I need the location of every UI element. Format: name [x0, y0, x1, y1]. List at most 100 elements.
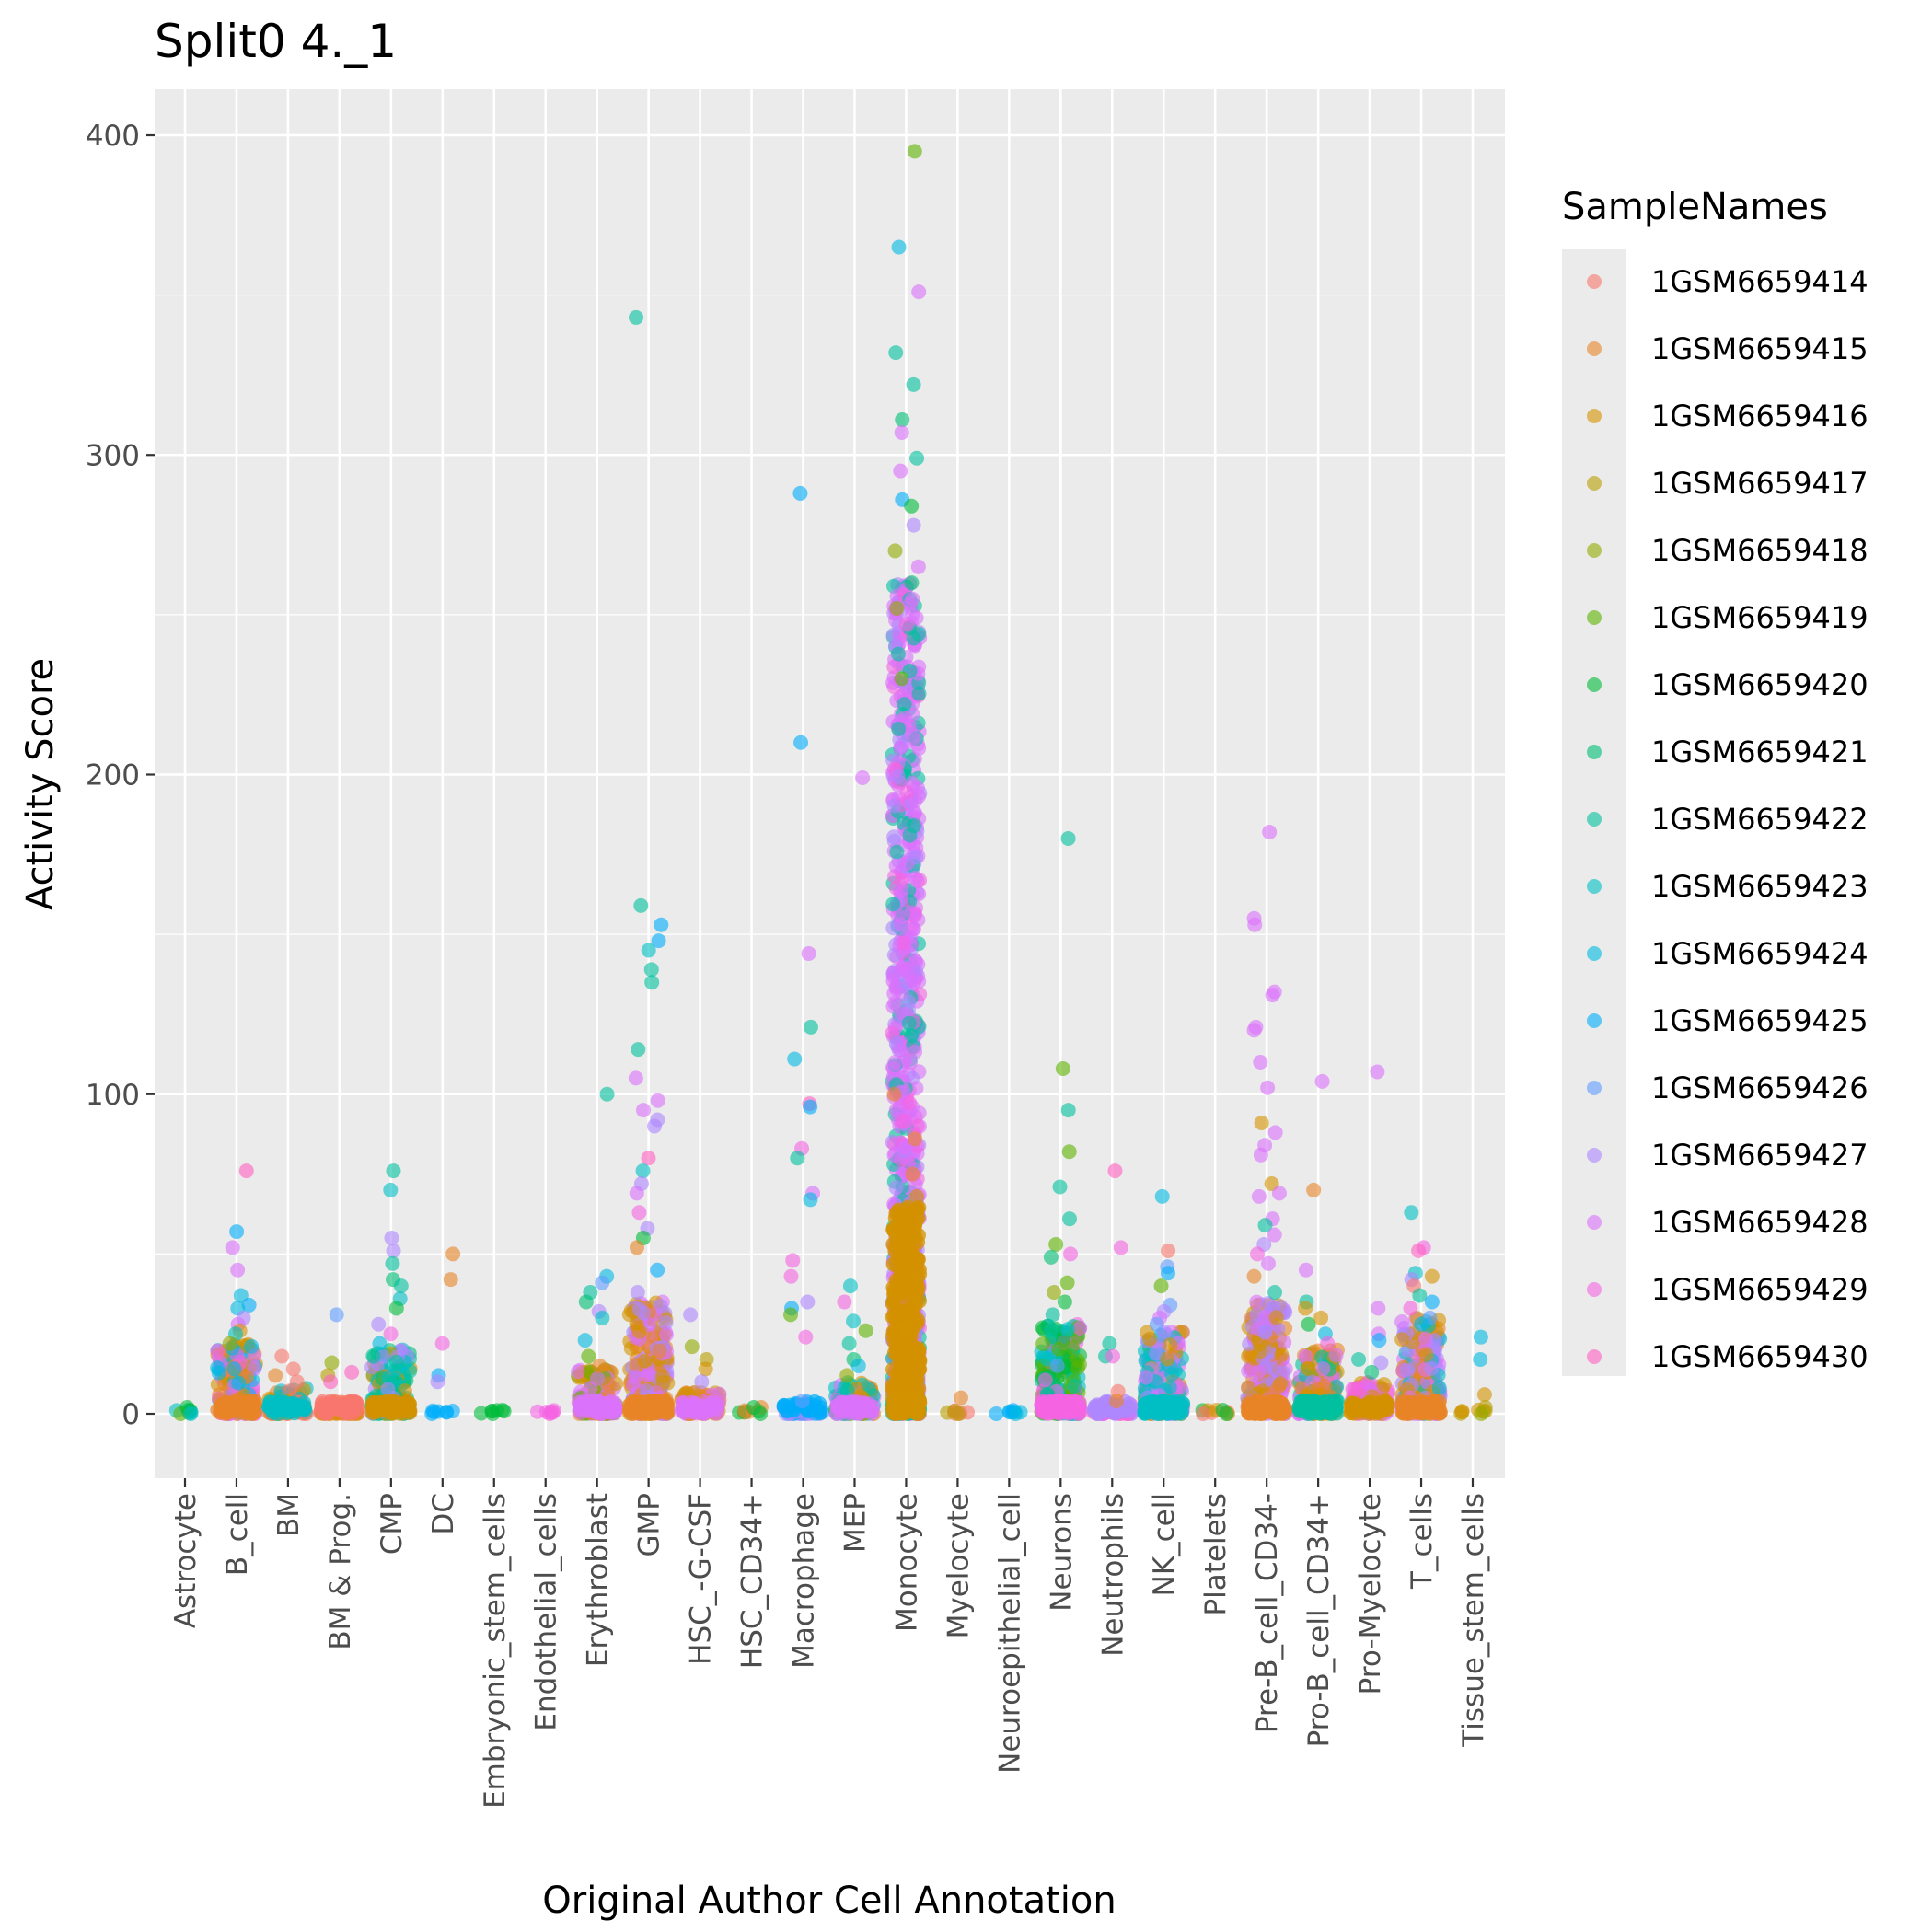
data-point — [1307, 1401, 1323, 1417]
data-point — [372, 1336, 388, 1351]
data-point — [885, 897, 901, 912]
data-point — [430, 1374, 445, 1390]
data-point — [911, 284, 927, 300]
data-point — [953, 1390, 968, 1406]
data-point — [1154, 1188, 1170, 1204]
data-point — [886, 798, 902, 814]
data-point — [218, 1406, 234, 1421]
data-point — [344, 1364, 360, 1380]
data-point — [633, 897, 649, 913]
data-point — [630, 1285, 645, 1301]
data-point — [1008, 1406, 1024, 1421]
data-point — [1060, 830, 1076, 846]
data-point — [1105, 1348, 1121, 1364]
data-point — [244, 1406, 260, 1421]
data-point — [899, 965, 915, 980]
data-point — [837, 1294, 852, 1310]
plot-panel — [155, 89, 1505, 1478]
data-point — [383, 1326, 399, 1342]
data-point — [886, 1086, 902, 1102]
data-point — [1087, 1398, 1103, 1414]
data-point — [1037, 1372, 1053, 1388]
data-point — [894, 1114, 909, 1129]
data-point — [573, 1396, 589, 1412]
data-point — [238, 1163, 254, 1179]
data-point — [1454, 1404, 1470, 1419]
data-point — [222, 1336, 237, 1351]
data-point — [803, 1019, 818, 1035]
data-point — [274, 1348, 290, 1364]
data-point — [1380, 1395, 1395, 1411]
data-point — [637, 1353, 653, 1369]
data-point — [1241, 1380, 1256, 1395]
data-point — [1043, 1249, 1059, 1265]
data-point — [839, 1368, 855, 1383]
data-point — [1257, 1324, 1273, 1339]
data-point — [231, 1375, 247, 1391]
data-point — [530, 1404, 546, 1419]
data-point — [1253, 1344, 1268, 1359]
grid-minor — [155, 295, 1505, 1255]
data-point — [909, 450, 925, 466]
data-point — [1161, 1243, 1176, 1258]
data-point — [793, 735, 809, 750]
data-point — [384, 1231, 399, 1246]
data-point — [631, 1042, 646, 1058]
data-point — [846, 1313, 862, 1329]
data-point — [1044, 1322, 1059, 1337]
data-point — [443, 1272, 458, 1288]
data-point — [1294, 1394, 1310, 1409]
data-point — [909, 1383, 925, 1399]
data-point — [906, 517, 921, 533]
data-point — [894, 424, 909, 440]
data-point — [889, 1385, 905, 1401]
data-point — [1048, 1236, 1064, 1252]
data-point — [908, 1314, 923, 1330]
data-point — [402, 1405, 418, 1420]
data-point — [640, 1367, 655, 1382]
data-point — [1045, 1307, 1060, 1323]
data-point — [587, 1405, 603, 1420]
data-point — [906, 731, 921, 746]
data-point — [581, 1348, 596, 1364]
data-point — [1161, 1266, 1176, 1281]
data-point — [776, 1397, 792, 1413]
data-point — [1067, 1378, 1082, 1394]
data-point — [902, 1095, 918, 1111]
data-point — [889, 844, 905, 860]
data-point — [885, 973, 901, 989]
data-point — [641, 1151, 656, 1166]
data-point — [654, 917, 669, 932]
data-point — [902, 827, 918, 843]
data-point — [911, 626, 927, 642]
data-point — [643, 962, 659, 978]
data-point — [329, 1307, 344, 1323]
data-point — [1061, 1144, 1077, 1160]
data-point — [578, 1294, 594, 1310]
data-point — [783, 1268, 799, 1284]
data-point — [1143, 1395, 1159, 1411]
data-point — [644, 975, 660, 990]
data-point — [910, 559, 926, 574]
data-point — [1347, 1382, 1362, 1397]
data-point — [229, 1224, 245, 1240]
data-point — [888, 345, 904, 361]
data-point — [1035, 1397, 1050, 1413]
data-point — [388, 1354, 404, 1370]
data-point — [1153, 1278, 1169, 1294]
data-point — [800, 1294, 816, 1310]
data-point — [905, 607, 920, 622]
data-point — [1328, 1348, 1344, 1363]
data-point — [605, 1404, 620, 1419]
data-point — [850, 1358, 866, 1373]
data-point — [1064, 1339, 1080, 1355]
data-point — [890, 769, 906, 784]
data-point — [652, 1343, 667, 1359]
data-point — [897, 697, 912, 712]
data-point — [889, 1258, 905, 1274]
data-point — [629, 309, 644, 325]
data-point — [380, 1382, 396, 1397]
data-point — [351, 1401, 366, 1417]
data-point — [902, 1055, 918, 1070]
